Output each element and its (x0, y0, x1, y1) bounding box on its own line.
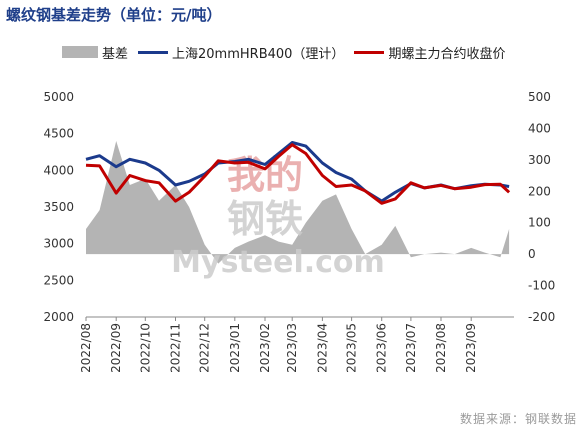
x-tick-label: 2023/03 (285, 323, 299, 373)
legend-label-spot: 上海20mmHRB400（理计） (172, 46, 345, 62)
legend-swatch-basis (62, 46, 98, 58)
y-left-tick-label: 2500 (43, 273, 74, 287)
y-right-tick-label: 300 (528, 153, 551, 167)
x-tick-label: 2023/06 (375, 323, 389, 373)
legend-item-futures: 期螺主力合约收盘价 (354, 43, 505, 62)
x-tick-label: 2022/11 (169, 323, 183, 373)
x-tick-label: 2023/02 (258, 323, 272, 373)
x-tick-label: 2023/01 (228, 323, 242, 373)
chart-title: 螺纹钢基差走势（单位：元/吨） (6, 6, 222, 24)
series-futures-line (85, 143, 511, 205)
x-tick-label: 2022/08 (79, 323, 93, 373)
y-left-tick-label: 5000 (43, 90, 74, 104)
data-source-note: 数据来源：钢联数据 (459, 412, 577, 426)
y-right-tick-label: -100 (528, 279, 555, 293)
x-tick-label: 2022/12 (198, 323, 212, 373)
legend-label-futures: 期螺主力合约收盘价 (388, 46, 506, 62)
legend: 基差 上海20mmHRB400（理计） 期螺主力合约收盘价 (62, 43, 515, 62)
watermark-en: Mysteel.com (171, 245, 385, 280)
y-right-tick-label: 0 (528, 247, 536, 261)
legend-swatch-spot (138, 50, 169, 54)
x-tick-label: 2022/09 (109, 323, 123, 373)
y-left-tick-label: 2000 (43, 310, 74, 324)
x-tick-label: 2023/04 (315, 323, 329, 373)
y-right-tick-label: 200 (528, 184, 551, 198)
y-left-tick-label: 3500 (43, 200, 74, 214)
y-right-tick-label: 100 (528, 216, 551, 230)
y-right-tick-label: 500 (528, 90, 551, 104)
legend-item-spot: 上海20mmHRB400（理计） (138, 43, 344, 62)
y-left-tick-label: 4000 (43, 163, 74, 177)
y-right-tick-label: 400 (528, 121, 551, 135)
x-tick-label: 2022/10 (138, 323, 152, 373)
y-right-tick-label: -200 (528, 310, 555, 324)
y-left-tick-label: 4500 (43, 127, 74, 141)
x-tick-label: 2023/09 (464, 323, 478, 373)
x-tick-label: 2023/07 (404, 323, 418, 373)
series-basis-area (86, 141, 510, 264)
y-left-tick-label: 3000 (43, 237, 74, 251)
legend-item-basis: 基差 (62, 43, 128, 62)
watermark-cn-bottom: 钢铁 (227, 197, 303, 241)
x-tick-label: 2023/05 (345, 323, 359, 373)
x-tick-label: 2023/08 (434, 323, 448, 373)
legend-label-basis: 基差 (102, 46, 129, 62)
legend-swatch-futures (354, 50, 385, 54)
